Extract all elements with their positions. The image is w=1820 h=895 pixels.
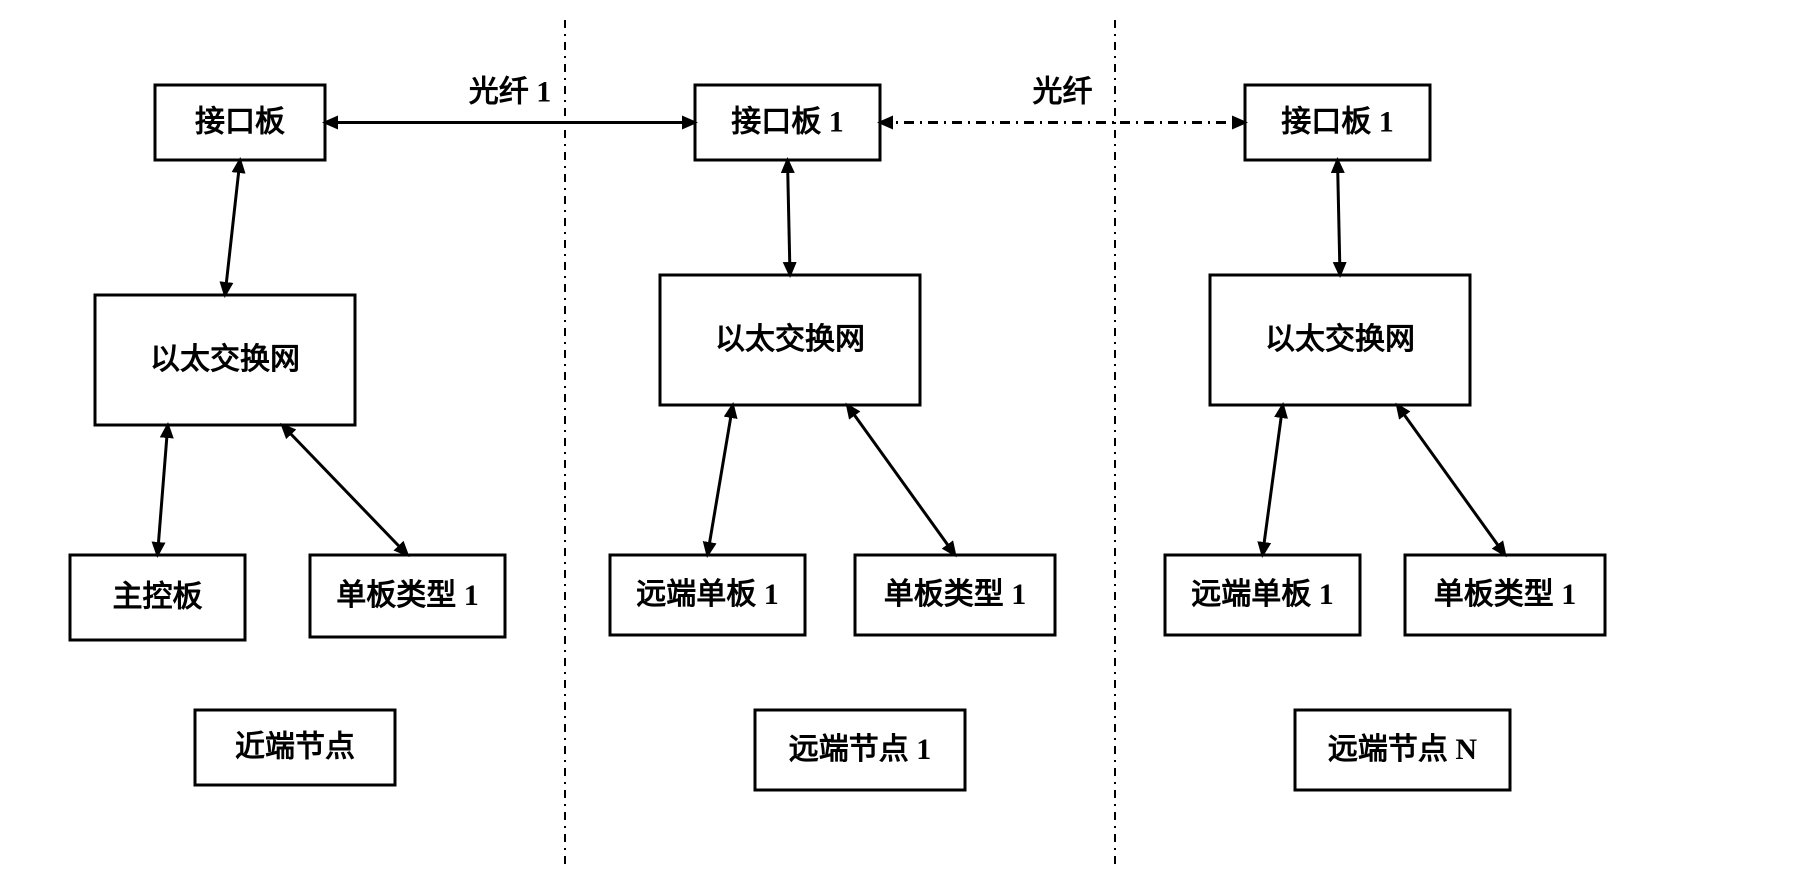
box-label: 远端单板 1 xyxy=(636,578,779,611)
box-label: 远端单板 1 xyxy=(1191,578,1334,611)
box-label: 单板类型 1 xyxy=(336,579,479,612)
box-r1_switch: 以太交换网 xyxy=(660,275,920,405)
connector xyxy=(1338,160,1341,275)
diagram-canvas: 接口板以太交换网主控板 单板类型 1 近端节点 接口板 1 以太交换网远端单板 1 单板类… xyxy=(0,0,1820,895)
connector xyxy=(1263,405,1283,555)
box-near_node_label: 近端节点 xyxy=(195,710,395,785)
box-rN_interface: 接口板 1 xyxy=(1245,85,1430,160)
box-rN_boardtype: 单板类型 1 xyxy=(1405,555,1605,635)
box-label: 近端节点 xyxy=(235,730,355,763)
box-label: 以太交换网 xyxy=(1265,322,1415,356)
connector xyxy=(788,160,791,275)
box-label: 单板类型 1 xyxy=(1434,578,1577,611)
box-r1_interface: 接口板 1 xyxy=(695,85,880,160)
connector xyxy=(282,425,407,555)
box-label: 主控板 xyxy=(113,580,203,613)
box-rN_remote_board: 远端单板 1 xyxy=(1165,555,1360,635)
box-label: 以太交换网 xyxy=(715,322,865,356)
box-near_switch: 以太交换网 xyxy=(95,295,355,425)
box-r1_node_label: 远端节点 1 xyxy=(755,710,965,790)
connector-label: 光纤 1 xyxy=(469,75,552,108)
box-near_interface: 接口板 xyxy=(155,85,325,160)
box-label: 接口板 xyxy=(195,105,285,138)
connector-label: 光纤 xyxy=(1033,75,1093,108)
box-label: 接口板 1 xyxy=(1281,105,1394,138)
box-label: 单板类型 1 xyxy=(884,578,1027,611)
box-r1_remote_board: 远端单板 1 xyxy=(610,555,805,635)
box-label: 远端节点 1 xyxy=(789,733,932,766)
box-r1_boardtype: 单板类型 1 xyxy=(855,555,1055,635)
connector xyxy=(225,160,240,295)
box-label: 远端节点 N xyxy=(1328,733,1477,766)
connector xyxy=(847,405,955,555)
box-near_boardtype: 单板类型 1 xyxy=(310,555,505,637)
box-near_main: 主控板 xyxy=(70,555,245,640)
box-rN_node_label: 远端节点 N xyxy=(1295,710,1510,790)
box-rN_switch: 以太交换网 xyxy=(1210,275,1470,405)
connector xyxy=(1397,405,1505,555)
box-label: 以太交换网 xyxy=(150,342,300,376)
connector xyxy=(708,405,733,555)
connector xyxy=(158,425,168,555)
box-label: 接口板 1 xyxy=(731,105,844,138)
